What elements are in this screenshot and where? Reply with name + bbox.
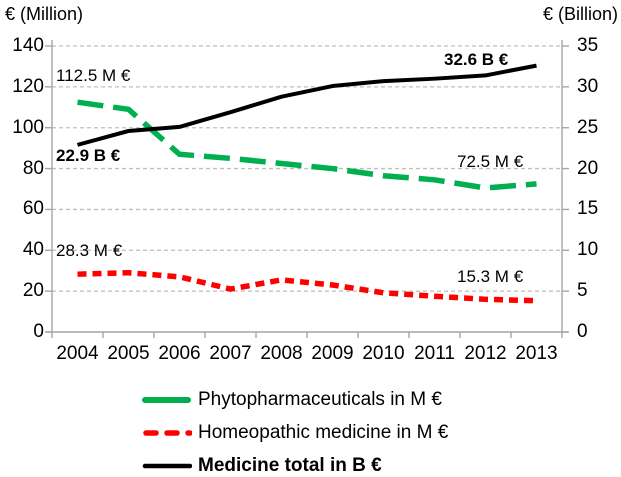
legend-item-phytopharmaceuticals: Phytopharmaceuticals in M € <box>142 383 448 416</box>
y-left-tick-label: 120 <box>12 75 44 97</box>
legend: Phytopharmaceuticals in M € Homeopathic … <box>142 383 448 477</box>
x-tick-label: 2008 <box>260 343 303 364</box>
legend-label-homeopathic: Homeopathic medicine in M € <box>198 421 449 443</box>
x-tick-label: 2009 <box>311 343 354 364</box>
x-tick-label: 2006 <box>158 343 201 364</box>
annotation-2004-homeopathic: 28.3 M € <box>56 241 123 260</box>
y-right-tick-label: 25 <box>577 116 599 138</box>
y-right-tick-label: 30 <box>577 75 599 97</box>
black-line-icon <box>142 463 192 468</box>
phytopharmaceuticals-line <box>77 99 537 191</box>
y-right-tick-label: 15 <box>577 198 599 220</box>
annotation-2013-homeopathic: 15.3 M € <box>457 267 524 286</box>
y-right-tick-label: 5 <box>577 280 588 302</box>
x-tick-label: 2010 <box>362 343 405 364</box>
y-left-axis-title: € (Million) <box>5 4 84 24</box>
x-tick-label: 2007 <box>209 343 252 364</box>
medicine-total-line <box>76 63 537 147</box>
y-left-tick-label: 40 <box>22 239 44 261</box>
x-tick-label: 2012 <box>464 343 507 364</box>
y-right-tick-label: 10 <box>577 239 599 261</box>
annotation-2004-medicine-total: 22.9 B € <box>56 146 121 165</box>
x-tick-label: 2013 <box>515 343 558 364</box>
legend-item-medicine-total: Medicine total in B € <box>142 449 448 477</box>
y-left-tick-label: 140 <box>12 35 44 56</box>
legend-label-medicine-total: Medicine total in B € <box>198 454 382 476</box>
annotation-2004-phytopharmaceuticals: 112.5 M € <box>56 66 131 85</box>
x-tick-label: 2004 <box>56 343 99 364</box>
y-left-tick-label: 80 <box>22 157 44 179</box>
annotation-2013-medicine-total: 32.6 B € <box>444 50 509 69</box>
y-left-tick-label: 20 <box>22 280 44 302</box>
x-tick-label: 2011 <box>414 343 455 364</box>
homeopathic-line <box>77 270 537 304</box>
y-right-tick-label: 20 <box>577 157 599 179</box>
y-left-tick-label: 0 <box>33 321 44 342</box>
y-left-tick-label: 60 <box>22 198 44 220</box>
y-right-tick-label: 35 <box>577 35 599 56</box>
y-right-tick-label: 0 <box>577 321 588 342</box>
plot-area <box>45 40 569 338</box>
red-dashed-line-icon <box>143 429 192 436</box>
annotation-2013-phytopharmaceuticals: 72.5 M € <box>457 152 524 171</box>
y-right-axis-title: € (Billion) <box>542 4 618 24</box>
green-line-icon <box>142 396 191 403</box>
legend-label-phytopharmaceuticals: Phytopharmaceuticals in M € <box>198 388 442 410</box>
x-tick-label: 2005 <box>107 343 150 364</box>
y-left-tick-label: 100 <box>12 116 44 138</box>
legend-item-homeopathic: Homeopathic medicine in M € <box>142 416 448 449</box>
